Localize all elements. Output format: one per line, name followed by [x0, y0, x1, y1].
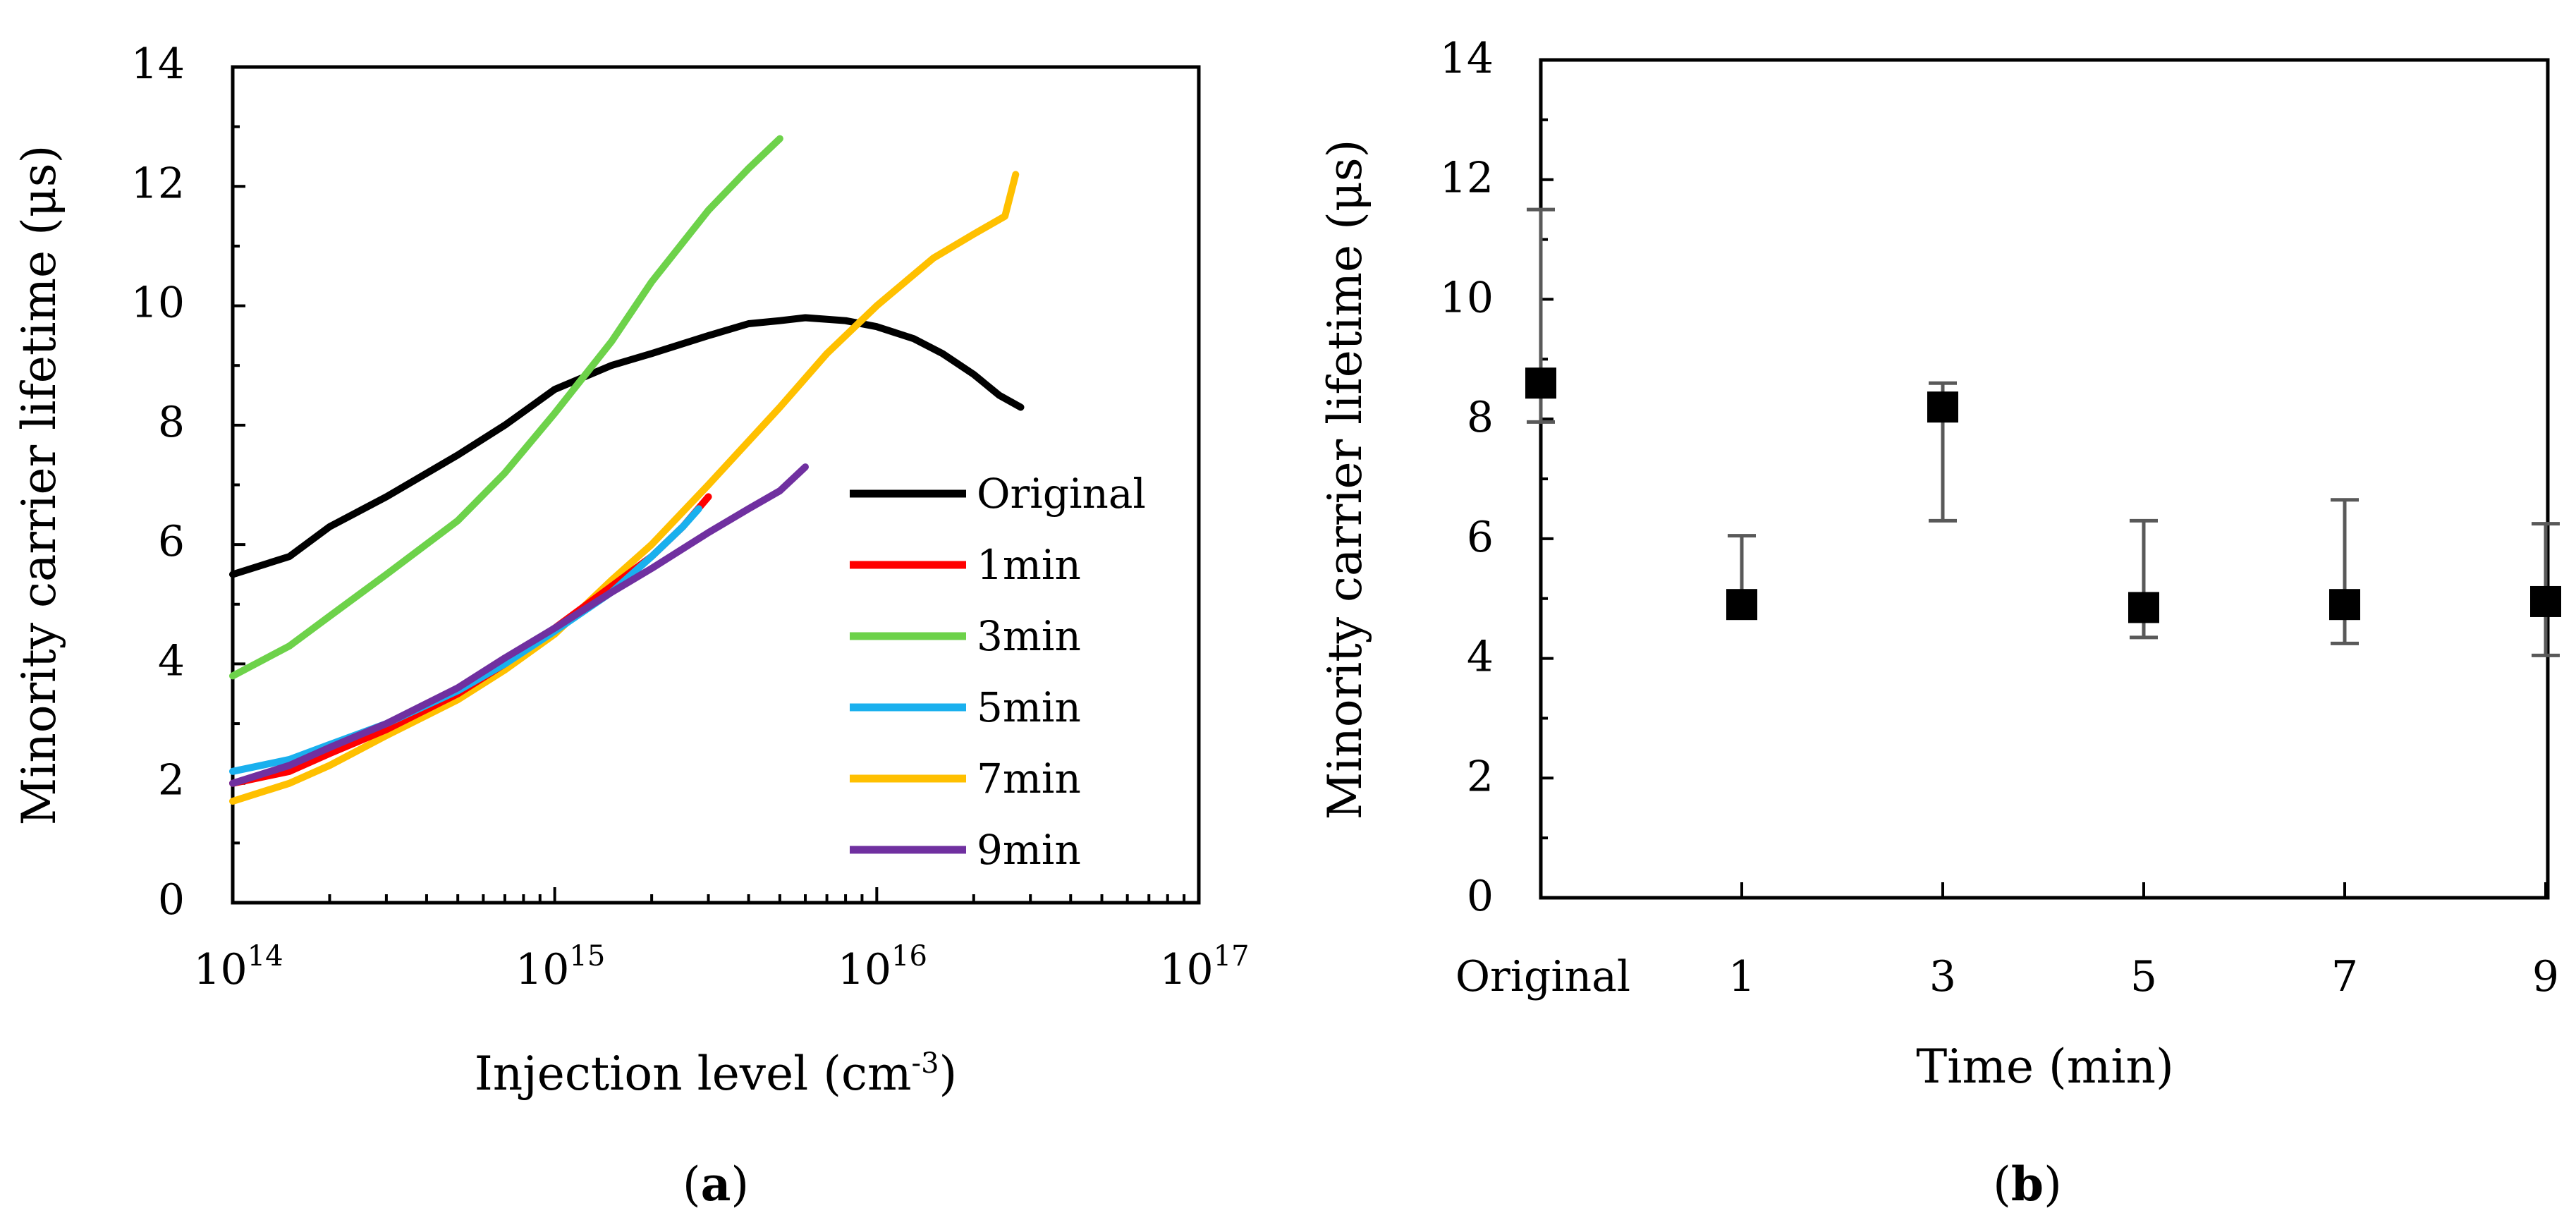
panel-a-series-line-Original	[229, 314, 1025, 578]
panel-b-x-tick-label: 3	[1929, 952, 1956, 1001]
panel-b-plot-frame	[1539, 58, 2550, 900]
panel-b-y-tick-label: 8	[1467, 393, 1494, 442]
panel-b-y-tick-label: 12	[1440, 154, 1494, 203]
panel-a-legend-label: Original	[977, 470, 1146, 518]
panel-b-y-axis-title: Minority carrier lifetime (μs)	[1318, 140, 1372, 820]
panel-a-x-axis-title: Injection level (cm-3)	[475, 1047, 958, 1101]
panel-b-data-point	[2329, 589, 2360, 621]
panel-a-series-line-3min	[229, 135, 783, 680]
panel-a-y-tick-label: 8	[158, 398, 185, 447]
panel-b-points-group	[1525, 207, 2561, 657]
panel-b-x-axis: Original 1 3 5 7 9	[1455, 882, 2559, 1001]
panel-a-y-axis: 0 2 4 6 8 10 12 14	[131, 39, 245, 925]
panel-a-legend: Original 1min 3min 5min 7min 9min	[850, 470, 1146, 874]
panel-a-legend-label: 3min	[977, 612, 1081, 660]
panel-b-x-tick-label: 5	[2130, 952, 2157, 1001]
panel-b-y-tick-label: 4	[1467, 633, 1494, 682]
panel-b-y-tick-label: 0	[1467, 872, 1494, 921]
panel-a-y-tick-label: 2	[158, 756, 185, 805]
panel-a-y-tick-label: 6	[158, 517, 185, 566]
panel-b-y-tick-label: 10	[1440, 273, 1494, 322]
panel-a-y-tick-label: 4	[158, 636, 185, 685]
panel-a-y-axis-title: Minority carrier lifetime (μs)	[12, 145, 66, 826]
panel-b-x-tick-label: 9	[2532, 952, 2559, 1001]
panel-a-series-line-9min	[229, 463, 809, 787]
panel-a-y-tick-label: 0	[158, 875, 185, 925]
panel-b-y-axis: 0 2 4 6 8 10 12 14	[1440, 34, 1553, 921]
panel-a-label: (a)	[683, 1157, 749, 1212]
panel-a-y-tick-label: 10	[131, 279, 185, 328]
panel-b-data-point	[1927, 391, 1958, 423]
panel-a-chart: 0 2 4 6 8 10 12 14 1014 1015 1016 1017 Original 1mi…	[12, 39, 1250, 1212]
panel-b-data-point	[2128, 592, 2159, 623]
panel-a-x-tick-label: 1016	[838, 940, 927, 994]
panel-a-y-tick-label: 12	[131, 159, 185, 208]
panel-a-series-line-1min	[229, 493, 712, 787]
panel-a-x-axis: 1014 1015 1016 1017	[193, 887, 1250, 994]
panel-b-x-tick-label: Original	[1455, 952, 1630, 1001]
panel-a-series-group	[229, 135, 1025, 805]
panel-b-data-point	[1525, 367, 1556, 399]
panel-b-x-tick-label: 1	[1728, 952, 1755, 1001]
panel-a-x-tick-label: 1017	[1159, 940, 1249, 994]
panel-a-y-tick-label: 14	[131, 39, 185, 89]
panel-b-y-tick-label: 6	[1467, 513, 1494, 562]
panel-b-data-point	[2530, 585, 2561, 617]
panel-b-y-tick-label: 14	[1440, 34, 1494, 83]
panel-b-x-tick-label: 7	[2331, 952, 2358, 1001]
panel-a-legend-label: 1min	[977, 541, 1081, 589]
panel-b-x-axis-title: Time (min)	[1916, 1040, 2173, 1094]
panel-b-y-tick-label: 2	[1467, 752, 1494, 801]
panel-a-legend-label: 5min	[977, 683, 1081, 731]
panel-a-x-tick-label: 1014	[193, 940, 283, 994]
panel-a-series-line-7min	[229, 171, 1020, 805]
panel-b-chart: 0 2 4 6 8 10 12 14 Original 1 3 5 7 9 Minority carri…	[1318, 34, 2561, 1212]
panel-a-legend-label: 7min	[977, 755, 1081, 803]
panel-a-legend-label: 9min	[977, 826, 1081, 874]
panel-b-data-point	[1726, 589, 1757, 621]
panel-a-series-line-5min	[229, 505, 702, 775]
panel-a-x-tick-label: 1015	[515, 940, 605, 994]
panel-b-label: (b)	[1993, 1157, 2062, 1212]
